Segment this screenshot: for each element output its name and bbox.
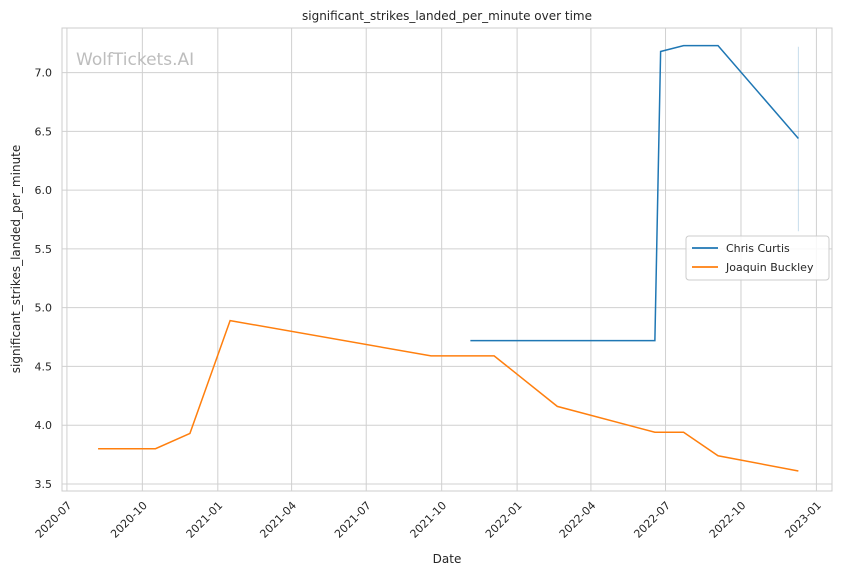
y-axis-label: significant_strikes_landed_per_minute — [9, 145, 23, 374]
y-tick-label: 5.0 — [35, 302, 53, 315]
legend-label: Joaquin Buckley — [725, 261, 814, 274]
x-tick-label: 2023-01 — [782, 499, 824, 541]
y-tick-label: 6.5 — [35, 125, 53, 138]
legend-label: Chris Curtis — [726, 242, 790, 255]
x-tick-label: 2020-07 — [33, 499, 75, 541]
series-line — [98, 319, 799, 472]
x-tick-label: 2022-01 — [483, 499, 525, 541]
series-line — [470, 44, 799, 342]
legend-box — [685, 235, 830, 281]
plot-frame — [61, 27, 833, 492]
x-tick-label: 2021-07 — [332, 499, 374, 541]
x-tick-label: 2021-10 — [408, 499, 450, 541]
y-tick-label: 4.5 — [35, 360, 53, 373]
y-tick-label: 6.0 — [35, 184, 53, 197]
legend: Chris Curtis Joaquin Buckley — [685, 235, 830, 281]
y-tick-label: 3.5 — [35, 478, 53, 491]
chart-title: significant_strikes_landed_per_minute ov… — [302, 9, 592, 23]
x-tick-label: 2021-04 — [257, 499, 299, 541]
y-tick-label: 4.0 — [35, 419, 53, 432]
x-tick-label: 2022-10 — [707, 499, 749, 541]
x-axis-label: Date — [433, 552, 462, 566]
y-tick-label: 5.5 — [35, 243, 53, 256]
x-tick-label: 2022-04 — [557, 499, 599, 541]
x-tick-label: 2020-10 — [108, 499, 150, 541]
x-tick-label: 2021-01 — [184, 499, 226, 541]
watermark: WolfTickets.AI — [76, 50, 194, 70]
y-tick-label: 7.0 — [35, 67, 53, 80]
x-tick-label: 2022-07 — [631, 499, 673, 541]
